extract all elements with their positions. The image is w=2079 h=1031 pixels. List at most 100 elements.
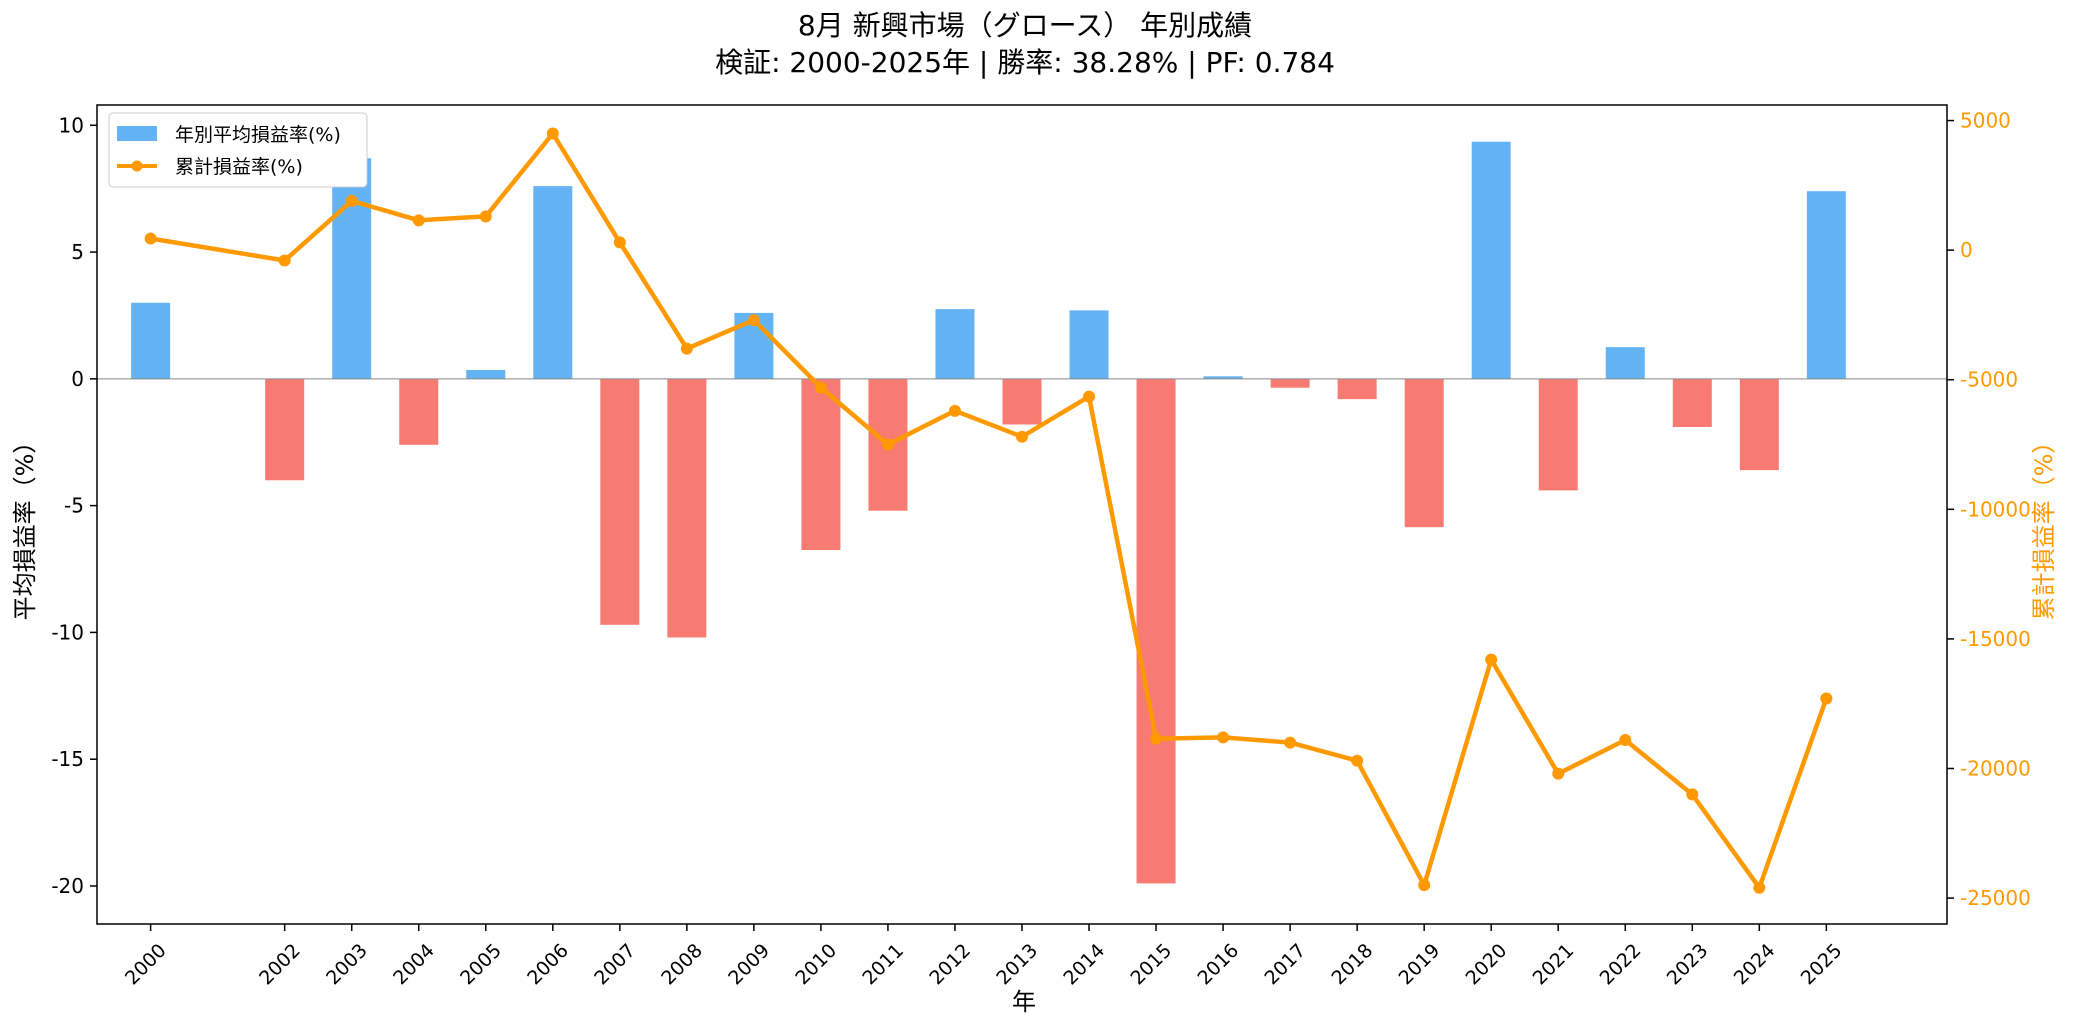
legend-bar-swatch (117, 126, 157, 141)
x-tick-label: 2014 (1059, 940, 1109, 990)
left-tick-label: -10 (51, 620, 84, 644)
bar-2016 (1203, 376, 1243, 379)
bar-2012 (935, 309, 975, 379)
x-axis-ticks: 2000 2002 2003 2004 2005 2006 2007 2008 2009 2010… (121, 924, 1846, 989)
x-tick-label: 2007 (590, 940, 640, 990)
bar-2015 (1136, 378, 1176, 884)
right-tick-label: -20000 (1960, 756, 2031, 780)
x-tick-label: 2016 (1193, 940, 1243, 990)
line-point-2005 (479, 210, 492, 223)
bar-2004 (399, 378, 439, 445)
bar-2000 (131, 302, 171, 379)
chart-title-line2: 検証: 2000-2025年 | 勝率: 38.28% | PF: 0.784 (715, 46, 1335, 79)
x-tick-label: 2003 (322, 940, 372, 990)
bar-2005 (466, 369, 506, 379)
x-tick-label: 2012 (925, 940, 975, 990)
bars-layer (131, 141, 1846, 884)
x-tick-label: 2023 (1663, 940, 1713, 990)
x-tick-label: 2010 (791, 940, 841, 990)
line-point-2019 (1418, 879, 1431, 892)
bar-2013 (1002, 378, 1042, 425)
line-point-2004 (412, 214, 425, 227)
x-tick-label: 2000 (121, 940, 171, 990)
x-tick-label: 2025 (1797, 940, 1847, 990)
line-point-2006 (546, 127, 559, 140)
plot-frame (96, 104, 1948, 925)
bar-2003 (332, 158, 372, 379)
left-tick-label: -5 (64, 494, 84, 518)
x-tick-label: 2013 (992, 940, 1042, 990)
cumulative-line-layer (144, 127, 1833, 894)
legend: 年別平均損益率(%) 累計損益率(%) (108, 112, 368, 188)
x-tick-label: 2018 (1328, 940, 1378, 990)
line-point-2011 (881, 438, 894, 451)
x-tick-label: 2011 (858, 940, 908, 990)
line-point-2024 (1753, 881, 1766, 894)
line-point-2008 (680, 342, 693, 355)
line-point-2020 (1485, 653, 1498, 666)
x-tick-label: 2021 (1529, 940, 1579, 990)
bar-2018 (1337, 378, 1377, 400)
bar-2020 (1471, 141, 1511, 379)
line-point-2009 (747, 314, 760, 327)
line-point-2018 (1351, 754, 1364, 767)
left-axis-label: 平均損益率（%） (11, 430, 39, 621)
cumulative-line (150, 131, 1829, 890)
x-tick-label: 2002 (255, 940, 305, 990)
bar-2002 (265, 378, 305, 481)
line-point-2025 (1820, 692, 1833, 705)
right-axis-label: 累計損益率（%） (2030, 430, 2058, 621)
x-tick-label: 2024 (1730, 940, 1780, 990)
bar-2023 (1672, 378, 1712, 428)
left-tick-label: 10 (59, 113, 84, 137)
right-tick-label: -10000 (1960, 497, 2031, 521)
bar-2019 (1404, 378, 1444, 528)
right-tick-label: -25000 (1960, 886, 2031, 910)
right-axis-ticks: 5000 0 -5000 -10000 -15000 -20000 -25000 (1947, 109, 2031, 910)
line-point-2000 (144, 232, 157, 245)
bar-2006 (533, 186, 573, 379)
right-tick-label: 5000 (1960, 109, 2011, 133)
left-tick-label: 0 (71, 367, 84, 391)
bar-2025 (1806, 191, 1846, 379)
chart-title-line1: 8月 新興市場（グロース） 年別成績 (798, 9, 1252, 42)
x-tick-label: 2019 (1395, 940, 1445, 990)
legend-bar-label: 年別平均損益率(%) (175, 124, 341, 146)
left-tick-label: -15 (51, 747, 84, 771)
line-point-2013 (1016, 430, 1028, 443)
line-point-2021 (1552, 767, 1565, 780)
legend-box (108, 112, 368, 188)
bar-2008 (667, 378, 707, 638)
line-point-2015 (1150, 732, 1163, 745)
right-tick-label: -15000 (1960, 627, 2031, 651)
right-tick-label: -5000 (1960, 368, 2018, 392)
left-tick-label: 5 (71, 240, 84, 264)
line-point-2007 (613, 236, 626, 249)
right-tick-label: 0 (1960, 238, 1973, 262)
x-tick-label: 2009 (724, 940, 774, 990)
left-axis-ticks: 10 5 0 -5 -10 -15 -20 (51, 113, 97, 898)
x-tick-label: 2006 (523, 940, 573, 990)
bar-2014 (1069, 310, 1109, 379)
line-point-2023 (1686, 788, 1699, 801)
bar-2024 (1739, 378, 1779, 471)
left-tick-label: -20 (51, 874, 84, 898)
x-tick-label: 2022 (1596, 940, 1646, 990)
bar-2021 (1538, 378, 1578, 491)
bar-2017 (1270, 378, 1310, 388)
x-tick-label: 2020 (1462, 940, 1512, 990)
line-point-2016 (1217, 731, 1230, 744)
x-tick-label: 2005 (456, 940, 506, 990)
line-point-2017 (1284, 736, 1297, 749)
x-axis-label: 年 (1012, 988, 1036, 1016)
line-point-2002 (278, 254, 291, 267)
x-tick-label: 2015 (1126, 940, 1176, 990)
bar-2010 (801, 378, 841, 550)
line-point-2003 (345, 194, 358, 207)
line-point-2014 (1083, 390, 1096, 403)
legend-line-label: 累計損益率(%) (175, 156, 303, 178)
line-point-2022 (1619, 733, 1632, 746)
x-tick-label: 2008 (657, 940, 707, 990)
